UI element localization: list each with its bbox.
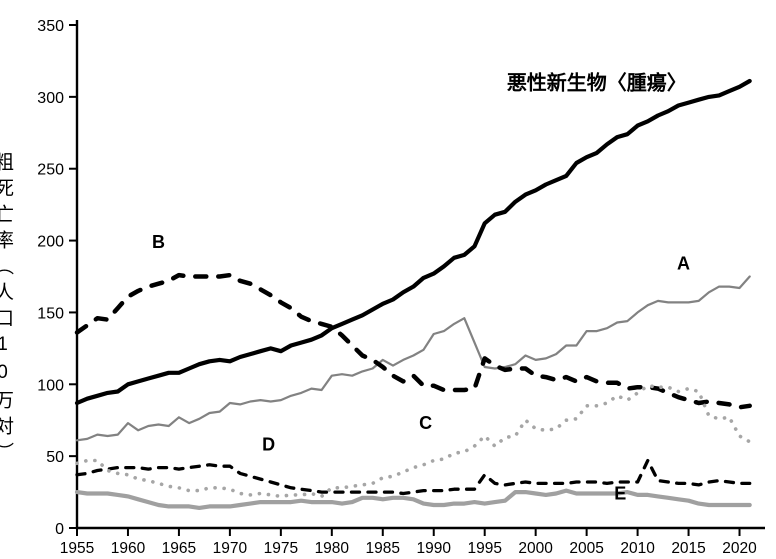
line-label-D: D: [262, 434, 275, 454]
x-tick-label: 1980: [315, 540, 350, 557]
y-tick-label: 100: [37, 377, 64, 394]
y-tick-label: 150: [37, 305, 64, 322]
x-tick-label: 1955: [60, 540, 94, 557]
series-line-malignant: [74, 78, 752, 406]
line-label-E: E: [614, 483, 626, 503]
line-label-malignant: 悪性新生物〈腫瘍〉: [507, 71, 687, 95]
y-tick-label: 300: [37, 90, 64, 107]
x-tick-label: 1960: [111, 540, 146, 557]
y-axis-title: 粗死亡率（人口10万対）: [0, 152, 13, 468]
y-tick-label: 0: [55, 521, 64, 538]
series-line-C: [75, 383, 752, 499]
x-tick-label: 1995: [467, 540, 501, 557]
x-tick-label: 1985: [366, 540, 400, 557]
x-tick-label: 1970: [213, 540, 248, 557]
y-tick-label: 250: [37, 162, 64, 179]
x-tick-label: 2000: [518, 540, 553, 557]
x-tick-label: 2010: [620, 540, 655, 557]
y-tick-label: 200: [37, 234, 64, 251]
x-tick-label: 1965: [162, 540, 196, 557]
x-tick-label: 2015: [671, 540, 705, 557]
series-line-E: [74, 488, 752, 510]
x-tick-label: 1975: [264, 540, 298, 557]
x-tick-label: 1990: [416, 540, 451, 557]
series-line-D: [75, 458, 752, 496]
y-tick-label: 50: [46, 449, 64, 466]
series-line-B: [74, 272, 752, 410]
line-label-C: C: [419, 413, 432, 433]
line-label-B: B: [152, 232, 165, 252]
y-tick-label: 350: [37, 18, 64, 35]
series-line-A: [75, 275, 751, 442]
x-tick-label: 2020: [722, 540, 757, 557]
x-tick-label: 2005: [569, 540, 603, 557]
line-label-A: A: [677, 253, 690, 273]
